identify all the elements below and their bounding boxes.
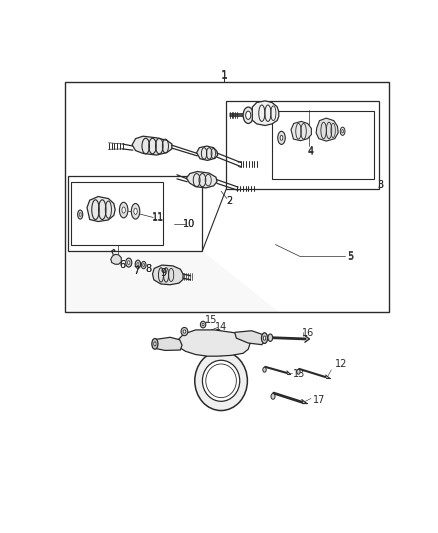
Ellipse shape <box>278 131 285 144</box>
Text: 5: 5 <box>347 251 353 261</box>
Polygon shape <box>111 254 121 264</box>
Ellipse shape <box>134 208 137 214</box>
Ellipse shape <box>143 264 145 266</box>
Text: 1: 1 <box>221 70 228 80</box>
Text: 2: 2 <box>226 197 233 206</box>
Ellipse shape <box>131 204 140 219</box>
Ellipse shape <box>340 127 345 135</box>
Bar <box>67 176 202 251</box>
Ellipse shape <box>79 213 81 216</box>
Polygon shape <box>177 330 250 356</box>
Polygon shape <box>67 251 279 312</box>
Ellipse shape <box>243 107 253 124</box>
Text: 2: 2 <box>226 197 233 206</box>
Text: 7: 7 <box>133 266 139 276</box>
Ellipse shape <box>200 321 206 328</box>
Ellipse shape <box>154 342 156 346</box>
Ellipse shape <box>271 393 275 399</box>
Ellipse shape <box>297 369 300 374</box>
Ellipse shape <box>246 111 251 119</box>
Bar <box>71 182 162 245</box>
Text: 10: 10 <box>183 219 195 229</box>
Polygon shape <box>132 136 172 155</box>
Ellipse shape <box>120 202 128 218</box>
Text: 12: 12 <box>336 359 348 368</box>
Text: 17: 17 <box>313 395 326 406</box>
Text: 14: 14 <box>215 321 227 332</box>
Ellipse shape <box>183 330 186 333</box>
Bar <box>272 111 374 179</box>
Ellipse shape <box>78 210 83 219</box>
Text: 6: 6 <box>120 260 126 270</box>
Ellipse shape <box>122 207 125 213</box>
Ellipse shape <box>195 351 247 410</box>
Bar <box>65 83 389 312</box>
Ellipse shape <box>263 367 266 372</box>
Ellipse shape <box>137 263 139 266</box>
Ellipse shape <box>181 327 188 336</box>
Polygon shape <box>316 118 338 141</box>
Text: 1: 1 <box>221 71 228 81</box>
Text: 6: 6 <box>120 260 126 270</box>
Text: 4: 4 <box>308 147 314 157</box>
Polygon shape <box>187 172 217 188</box>
Ellipse shape <box>141 261 146 269</box>
Text: 11: 11 <box>152 213 164 223</box>
Text: 13: 13 <box>293 369 305 379</box>
Ellipse shape <box>202 360 240 401</box>
Text: 5: 5 <box>347 252 353 262</box>
Text: 3: 3 <box>378 180 384 190</box>
Text: 3: 3 <box>378 180 384 190</box>
Text: 8: 8 <box>145 264 151 274</box>
Polygon shape <box>152 265 183 285</box>
Polygon shape <box>153 337 182 350</box>
Polygon shape <box>197 146 218 160</box>
Text: 9: 9 <box>160 268 166 278</box>
Text: 10: 10 <box>183 219 195 229</box>
Ellipse shape <box>342 130 343 133</box>
Polygon shape <box>235 330 265 345</box>
Text: 15: 15 <box>205 316 217 326</box>
Ellipse shape <box>261 333 268 343</box>
Text: 8: 8 <box>146 264 152 274</box>
Ellipse shape <box>280 135 283 140</box>
Polygon shape <box>252 101 279 126</box>
Polygon shape <box>291 122 311 141</box>
Polygon shape <box>87 197 115 222</box>
Ellipse shape <box>202 324 204 326</box>
Ellipse shape <box>135 260 141 268</box>
Text: 9: 9 <box>160 268 166 278</box>
Text: 11: 11 <box>152 213 164 222</box>
Text: 7: 7 <box>133 266 139 276</box>
Ellipse shape <box>268 334 273 342</box>
Text: 4: 4 <box>308 146 314 156</box>
Text: 16: 16 <box>301 328 314 338</box>
Ellipse shape <box>263 336 266 340</box>
Ellipse shape <box>126 258 132 267</box>
Ellipse shape <box>152 338 158 349</box>
Ellipse shape <box>127 261 130 264</box>
Bar <box>226 101 379 189</box>
